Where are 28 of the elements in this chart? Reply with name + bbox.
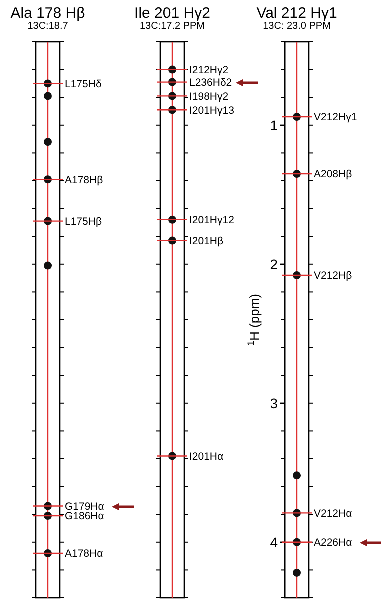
annotation: V212Hβ	[314, 270, 352, 282]
annotation: A178Hα	[65, 548, 104, 560]
text: 13C: 23.0 PPM	[263, 21, 331, 32]
x-tick-label: Val 212 Hγ1	[256, 5, 338, 22]
annotation: L175Hδ	[65, 78, 102, 90]
annotation: G186Hα	[65, 510, 104, 523]
x-tick-label: Ile 201 Hγ2	[134, 5, 210, 22]
text: 13C:18.7	[28, 21, 69, 32]
annotation: I201Hα	[190, 450, 224, 463]
x-tick-label: Ala 178 Hβ	[10, 5, 86, 22]
y-tick-label: 3	[270, 395, 278, 412]
annotation: A178Hβ	[65, 174, 104, 186]
annotation: V212Hα	[314, 508, 352, 520]
y-tick-label: 2	[270, 256, 278, 272]
annotation: V212Hγ1	[314, 112, 358, 124]
annotation: L236Hδ2	[190, 76, 232, 89]
y-tick-label: 4	[270, 534, 278, 550]
annotation: L175Hβ	[65, 216, 102, 228]
annotation: A208Hβ	[314, 168, 352, 181]
annotation: I201Hγ12	[190, 214, 235, 227]
annotation: I201Hγ13	[190, 104, 235, 117]
text: 13C:17.2 PPM	[140, 21, 206, 32]
annotation: A226Hα	[314, 537, 352, 550]
annotation: I212Hγ2	[190, 64, 229, 76]
y-tick-label: 1	[270, 117, 278, 134]
annotation: I198Hγ2	[190, 90, 229, 103]
annotation: G179Hα	[65, 500, 104, 513]
annotation: I201Hβ	[190, 235, 224, 248]
